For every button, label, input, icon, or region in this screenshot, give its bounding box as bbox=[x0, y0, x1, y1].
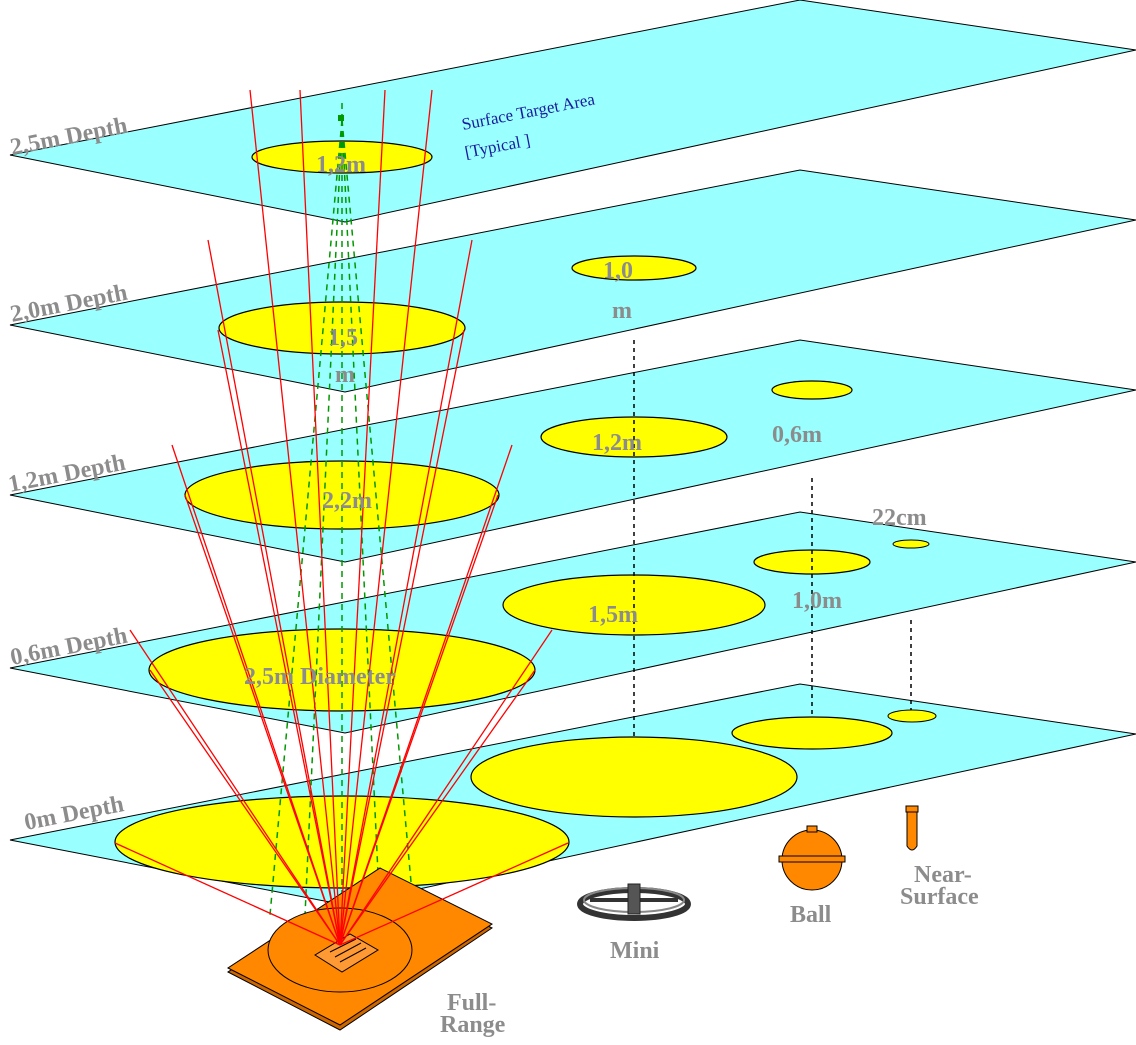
diameter-label: 1,5m bbox=[588, 602, 638, 628]
beam bbox=[171, 444, 341, 946]
target-area-0m-mini bbox=[470, 736, 798, 818]
plane-2-0m bbox=[9, 169, 1136, 393]
diameter-label: 0,6m bbox=[772, 422, 822, 448]
mini-detector bbox=[577, 883, 691, 921]
target-area-2-0m-mini bbox=[571, 255, 697, 281]
diameter-label: 2,2m bbox=[322, 488, 372, 514]
beam bbox=[339, 89, 386, 946]
label-ball: Ball bbox=[790, 902, 832, 928]
cone-line bbox=[341, 119, 415, 916]
ball-detector bbox=[778, 825, 846, 891]
label-near-surface-2: Surface bbox=[900, 884, 979, 910]
connector-lines bbox=[633, 340, 912, 740]
beam bbox=[339, 494, 499, 946]
label-full-range-1: Full- bbox=[447, 990, 496, 1016]
diameter-label: 2,5m Diameter bbox=[244, 664, 396, 690]
diameter-label: 1,0 bbox=[603, 258, 633, 284]
mini-coil-hub bbox=[627, 883, 641, 915]
panel-slot bbox=[339, 947, 367, 963]
label-full-range-2: Range bbox=[440, 1012, 506, 1038]
beam bbox=[339, 239, 473, 946]
plane-1-2m bbox=[9, 339, 1136, 563]
diameter-label: 22cm bbox=[872, 505, 927, 531]
target-area-0-6m-near-surface bbox=[892, 539, 930, 549]
beam bbox=[339, 329, 465, 946]
beam bbox=[114, 842, 341, 946]
beam bbox=[184, 494, 341, 946]
target-area-0m-near-surface bbox=[887, 709, 937, 723]
beam bbox=[129, 629, 341, 946]
near-surface-detector bbox=[905, 805, 919, 851]
beam bbox=[249, 89, 341, 946]
beam bbox=[339, 842, 569, 946]
depth-labels: 2,5m Depth 2,0m Depth 1,2m Depth 0,6m De… bbox=[6, 113, 129, 836]
cone-line bbox=[341, 119, 381, 916]
dashed-cone bbox=[269, 100, 415, 930]
plane-2-0m-surface bbox=[9, 169, 1136, 393]
cone-apex-marker bbox=[338, 115, 344, 121]
ball-cap bbox=[806, 825, 818, 833]
plane-0m bbox=[9, 683, 1136, 906]
beam bbox=[149, 669, 341, 946]
beam bbox=[339, 89, 433, 946]
diameter-label: 1,2m bbox=[316, 152, 366, 178]
diameter-label: m bbox=[335, 362, 355, 388]
target-area-1-2m-ball bbox=[771, 380, 853, 400]
detector-labels: Full- Range Mini Ball Near- Surface bbox=[440, 862, 979, 1038]
plane-0-6m bbox=[9, 511, 1136, 734]
detection-beams bbox=[114, 89, 569, 946]
diameter-label: 1,0m bbox=[792, 588, 842, 614]
ball-band bbox=[778, 855, 846, 863]
label-mini: Mini bbox=[610, 938, 660, 964]
panel-slot bbox=[334, 942, 362, 958]
beam bbox=[217, 329, 341, 946]
cone-line bbox=[304, 119, 343, 916]
diameter-label: 1,2m bbox=[592, 430, 642, 456]
beam bbox=[299, 89, 341, 946]
target-area-0m-ball bbox=[731, 716, 893, 750]
probe-body bbox=[906, 811, 918, 851]
beam bbox=[207, 239, 341, 946]
beam bbox=[339, 669, 536, 946]
diameter-label: m bbox=[612, 298, 632, 324]
diameter-label: 1,5 bbox=[328, 325, 358, 351]
probe-cap bbox=[905, 805, 919, 813]
label-near-surface-1: Near- bbox=[914, 862, 972, 888]
panel-slot bbox=[329, 938, 357, 953]
diameter-labels: 1,2m 1,5 m 1,0 m 2,2m 1,2m 0,6m 2,5m Dia… bbox=[244, 152, 927, 690]
beam bbox=[339, 629, 553, 946]
cone-line bbox=[269, 119, 343, 916]
